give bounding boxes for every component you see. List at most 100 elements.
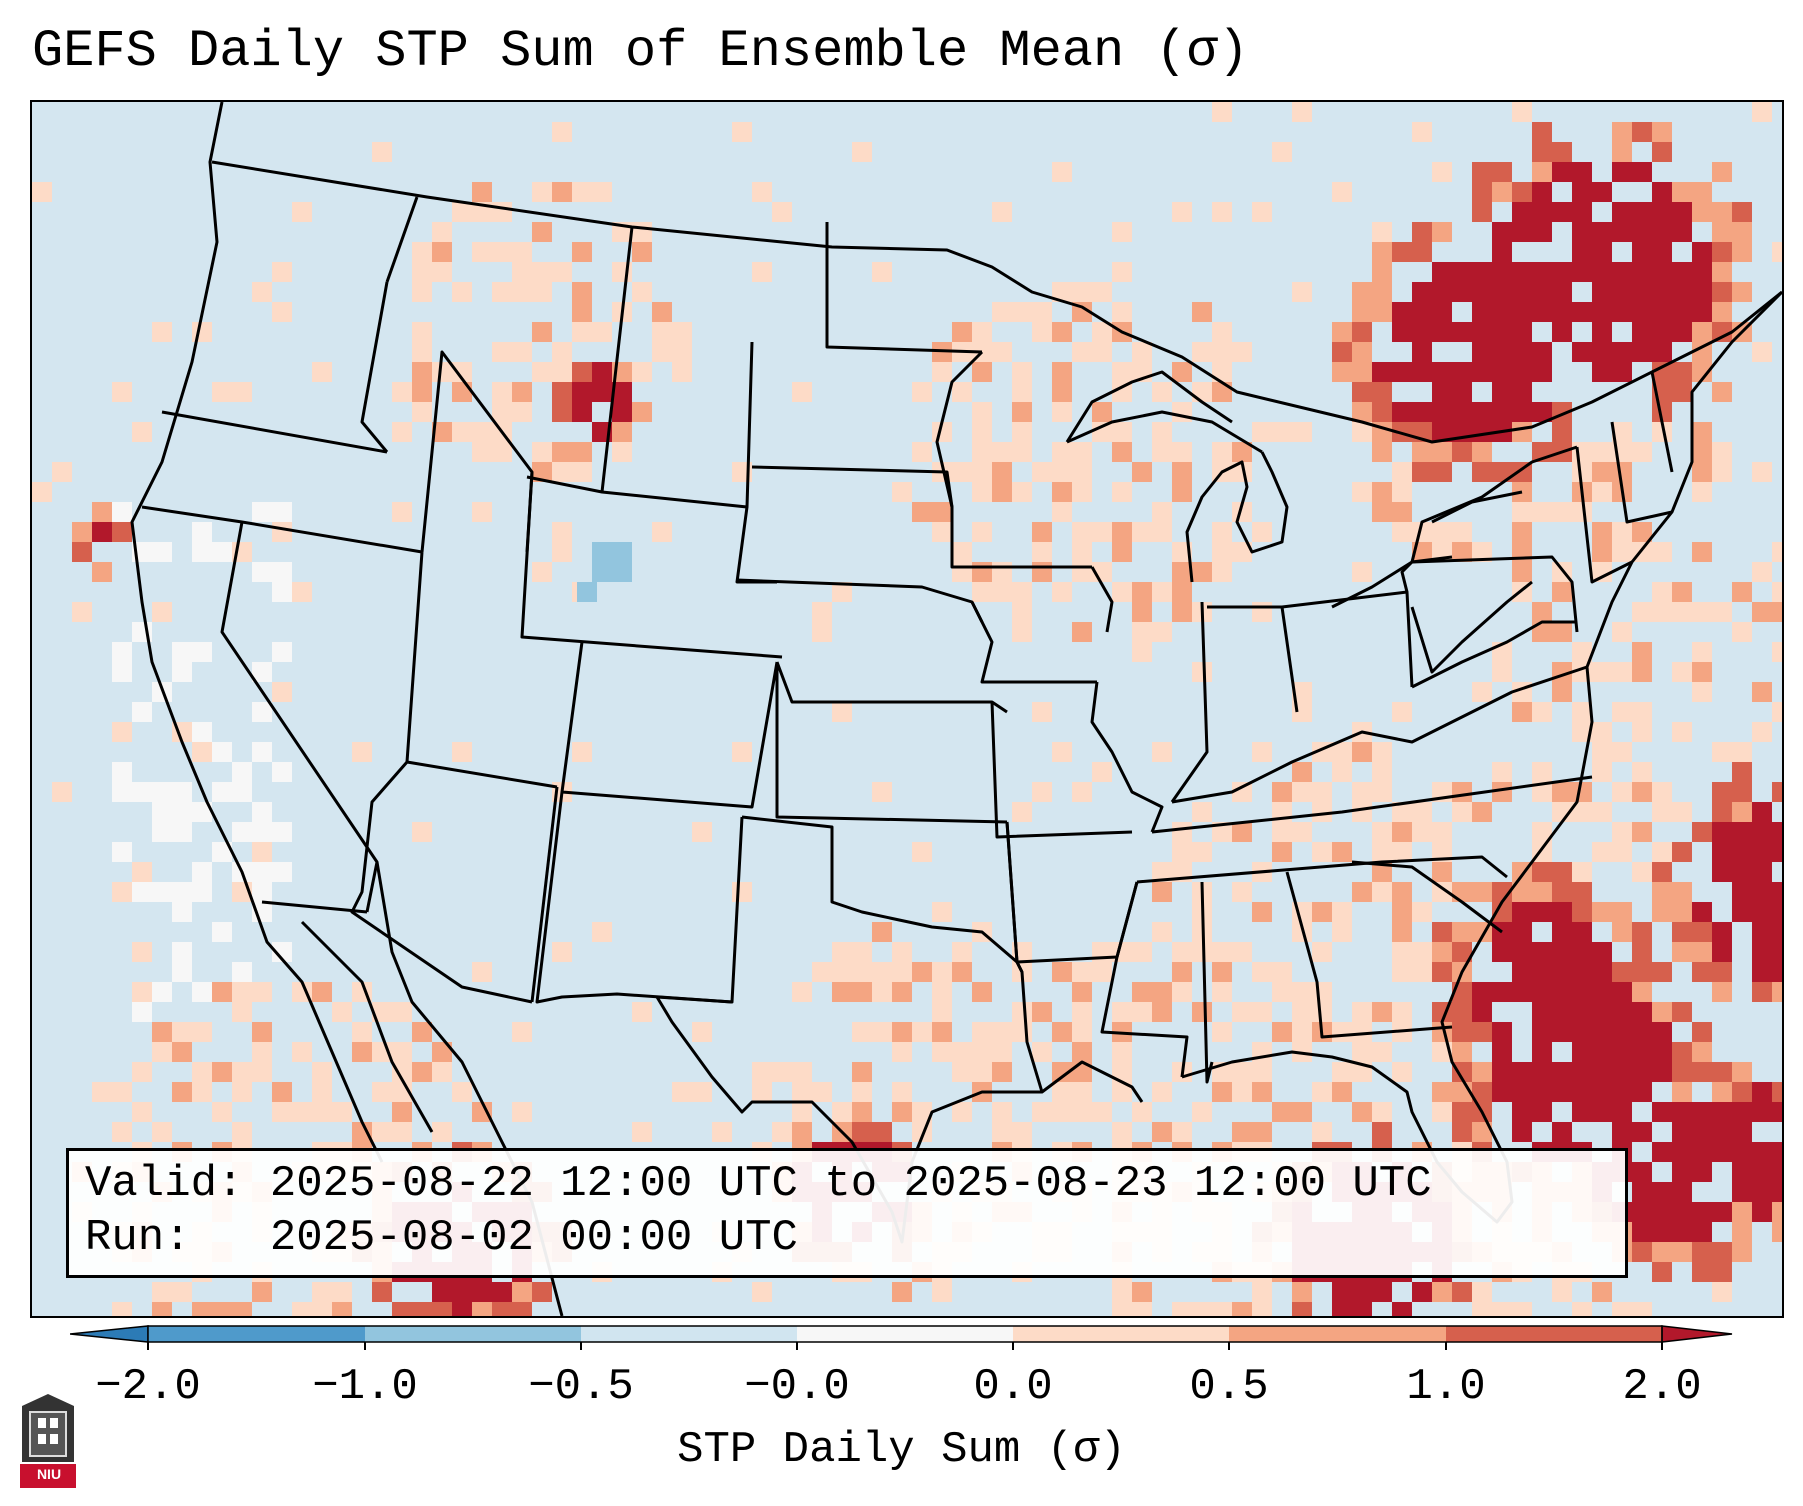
stp-cell — [1372, 862, 1392, 882]
stp-cell — [1552, 202, 1572, 222]
stp-cell — [952, 1102, 972, 1122]
stp-cell — [1632, 342, 1652, 362]
stp-cell — [1592, 962, 1612, 982]
stp-cell — [1372, 882, 1392, 902]
stp-cell — [472, 442, 492, 462]
stp-cell — [212, 982, 232, 1002]
stp-cell — [1392, 902, 1412, 922]
stp-cell — [1672, 722, 1692, 742]
stp-cell — [1612, 962, 1632, 982]
stp-cell — [1352, 802, 1372, 822]
stp-cell — [1512, 1122, 1532, 1142]
stp-cell — [1612, 262, 1632, 282]
stp-cell — [572, 282, 592, 302]
stp-cell — [992, 582, 1012, 602]
stp-cell — [492, 442, 512, 462]
stp-cell — [892, 1082, 912, 1102]
stp-cell — [412, 262, 432, 282]
stp-cell — [252, 562, 272, 582]
stp-cell — [1372, 222, 1392, 242]
stp-cell — [652, 302, 672, 322]
stp-cell — [1632, 242, 1652, 262]
stp-cell — [1052, 1082, 1072, 1102]
stp-cell — [1452, 542, 1472, 562]
stp-cell — [1512, 522, 1532, 542]
stp-cell — [1692, 922, 1712, 942]
colorbar-segment — [365, 1326, 581, 1342]
stp-cell — [1132, 622, 1152, 642]
stp-cell — [1732, 1062, 1752, 1082]
stp-cell — [1772, 962, 1782, 982]
stp-cell — [432, 222, 452, 242]
stp-cell — [1052, 362, 1072, 382]
stp-cell — [1652, 1062, 1672, 1082]
stp-cell — [1572, 182, 1592, 202]
stp-cell — [1672, 382, 1692, 402]
stp-cell — [1672, 1182, 1692, 1202]
stp-cell — [1732, 222, 1752, 242]
stp-cell — [172, 782, 192, 802]
stp-cell — [1632, 1242, 1652, 1262]
stp-cell — [1692, 482, 1712, 502]
stp-cell — [1772, 822, 1782, 842]
stp-cell — [1112, 1062, 1132, 1082]
stp-cell — [1412, 962, 1432, 982]
stp-cell — [1352, 1042, 1372, 1062]
stp-cell — [152, 1282, 172, 1302]
stp-cell — [1552, 322, 1572, 342]
stp-cell — [612, 402, 632, 422]
stp-cell — [1012, 422, 1032, 442]
stp-cell — [472, 182, 492, 202]
stp-cell — [1772, 1102, 1782, 1122]
stp-cell — [1632, 602, 1652, 622]
stp-cell — [1672, 1202, 1692, 1222]
stp-cell — [1312, 802, 1332, 822]
stp-cell — [1012, 802, 1032, 822]
stp-cell — [1392, 842, 1412, 862]
stp-cell — [1472, 982, 1492, 1002]
stp-cell — [1252, 742, 1272, 762]
stp-cell — [1392, 882, 1412, 902]
stp-cell — [1612, 822, 1632, 842]
stp-cell — [1492, 462, 1512, 482]
stp-cell — [1272, 1022, 1292, 1042]
stp-cell — [1592, 742, 1612, 762]
stp-cell — [1392, 482, 1412, 502]
stp-cell — [132, 1062, 152, 1082]
stp-cell — [232, 1062, 252, 1082]
stp-cell — [552, 942, 572, 962]
stp-cell — [1212, 382, 1232, 402]
stp-cell — [412, 282, 432, 302]
stp-cell — [252, 1022, 272, 1042]
stp-cell — [1672, 322, 1692, 342]
stp-cell — [1492, 1062, 1512, 1082]
stp-cell — [332, 1102, 352, 1122]
stp-cell — [592, 922, 612, 942]
stp-cell — [1612, 842, 1632, 862]
stp-cell — [1112, 222, 1132, 242]
stp-cell — [1332, 322, 1352, 342]
stp-cell — [1372, 282, 1392, 302]
stp-cell — [1032, 542, 1052, 562]
stp-cell — [452, 742, 472, 762]
stp-cell — [1772, 542, 1782, 562]
stp-cell — [1752, 1202, 1772, 1222]
stp-cell — [132, 882, 152, 902]
stp-cell — [392, 1302, 412, 1316]
stp-cell — [892, 942, 912, 962]
stp-cell — [1692, 902, 1712, 922]
stp-cell — [1632, 1182, 1652, 1202]
stp-cell — [1692, 202, 1712, 222]
stp-cell — [172, 1282, 192, 1302]
stp-cell — [1032, 702, 1052, 722]
stp-cell — [1192, 562, 1212, 582]
stp-cell — [1452, 442, 1472, 462]
stp-cell — [852, 962, 872, 982]
stp-cell — [292, 582, 312, 602]
stp-cell — [1112, 422, 1132, 442]
stp-cell — [92, 562, 112, 582]
stp-cell — [1652, 582, 1672, 602]
stp-cell — [1192, 1002, 1212, 1022]
stp-cell — [552, 462, 572, 482]
stp-cell — [1132, 602, 1152, 622]
